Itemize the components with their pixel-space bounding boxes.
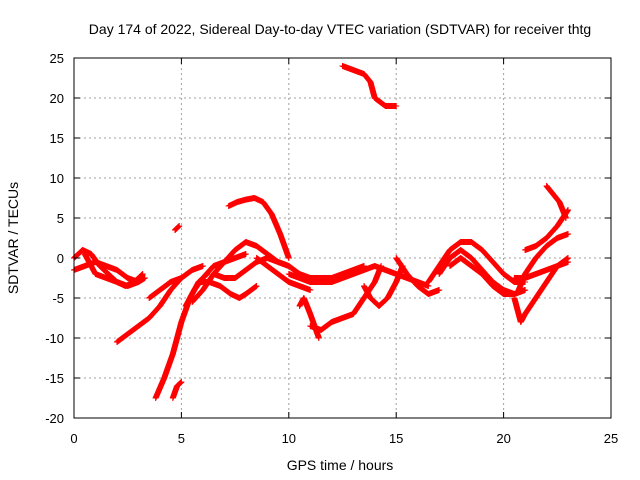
series-arc-8 bbox=[171, 223, 183, 233]
data-point bbox=[315, 335, 322, 341]
x-tick-label: 20 bbox=[496, 431, 510, 446]
y-tick-label: -15 bbox=[45, 371, 64, 386]
plot-frame bbox=[73, 57, 612, 419]
data-point bbox=[139, 271, 146, 277]
x-tick-label: 0 bbox=[70, 431, 77, 446]
series-arc-14 bbox=[253, 255, 314, 293]
series-arc-19 bbox=[393, 255, 443, 297]
data-point bbox=[176, 223, 183, 229]
data-point bbox=[285, 255, 292, 261]
y-tick-label: 25 bbox=[50, 51, 64, 66]
data-point bbox=[565, 259, 572, 265]
series-arc-11 bbox=[195, 279, 260, 301]
series-arc-16 bbox=[296, 295, 322, 341]
data-point bbox=[307, 287, 314, 293]
series-arc-23 bbox=[446, 255, 529, 297]
x-tick-label: 5 bbox=[178, 431, 185, 446]
x-tick-label: 15 bbox=[389, 431, 403, 446]
y-tick-label: 10 bbox=[50, 171, 64, 186]
y-tick-label: -5 bbox=[52, 291, 64, 306]
data-point bbox=[242, 251, 249, 257]
y-tick-label: 15 bbox=[50, 131, 64, 146]
y-axis-ticks: -20 -15 -10 -5 0 5 10 15 20 25 bbox=[45, 51, 611, 426]
y-tick-label: -20 bbox=[45, 411, 64, 426]
data-marks bbox=[71, 63, 572, 401]
series-arc-28 bbox=[543, 183, 569, 221]
data-point bbox=[378, 263, 385, 269]
x-axis-ticks: 0 5 10 15 20 25 bbox=[70, 58, 618, 446]
y-axis-label: SDTVAR / TECUs bbox=[5, 182, 21, 294]
series-arc-3 bbox=[81, 251, 148, 289]
gridlines bbox=[74, 58, 611, 418]
series-arc-5 bbox=[146, 263, 206, 301]
series-arc-7 bbox=[169, 379, 185, 401]
data-point bbox=[141, 275, 148, 281]
series-arc-18 bbox=[360, 263, 406, 309]
data-point bbox=[199, 263, 206, 269]
y-tick-label: -10 bbox=[45, 331, 64, 346]
series-arc-20 bbox=[339, 63, 400, 109]
data-point bbox=[436, 287, 443, 293]
series-arc-17 bbox=[307, 263, 385, 333]
series-arc-12 bbox=[210, 255, 367, 281]
series-arc-13 bbox=[225, 195, 292, 261]
data-point bbox=[178, 379, 185, 385]
chart-title: Day 174 of 2022, Sidereal Day-to-day VTE… bbox=[89, 21, 591, 37]
data-point bbox=[393, 103, 400, 109]
series-arc-26 bbox=[511, 259, 572, 281]
y-tick-label: 0 bbox=[57, 251, 64, 266]
x-tick-label: 25 bbox=[604, 431, 618, 446]
x-axis-label: GPS time / hours bbox=[287, 457, 394, 473]
x-tick-label: 10 bbox=[282, 431, 296, 446]
data-point bbox=[565, 231, 572, 237]
y-tick-label: 5 bbox=[57, 211, 64, 226]
data-point bbox=[253, 283, 260, 289]
data-point bbox=[522, 287, 529, 293]
y-tick-label: 20 bbox=[50, 91, 64, 106]
